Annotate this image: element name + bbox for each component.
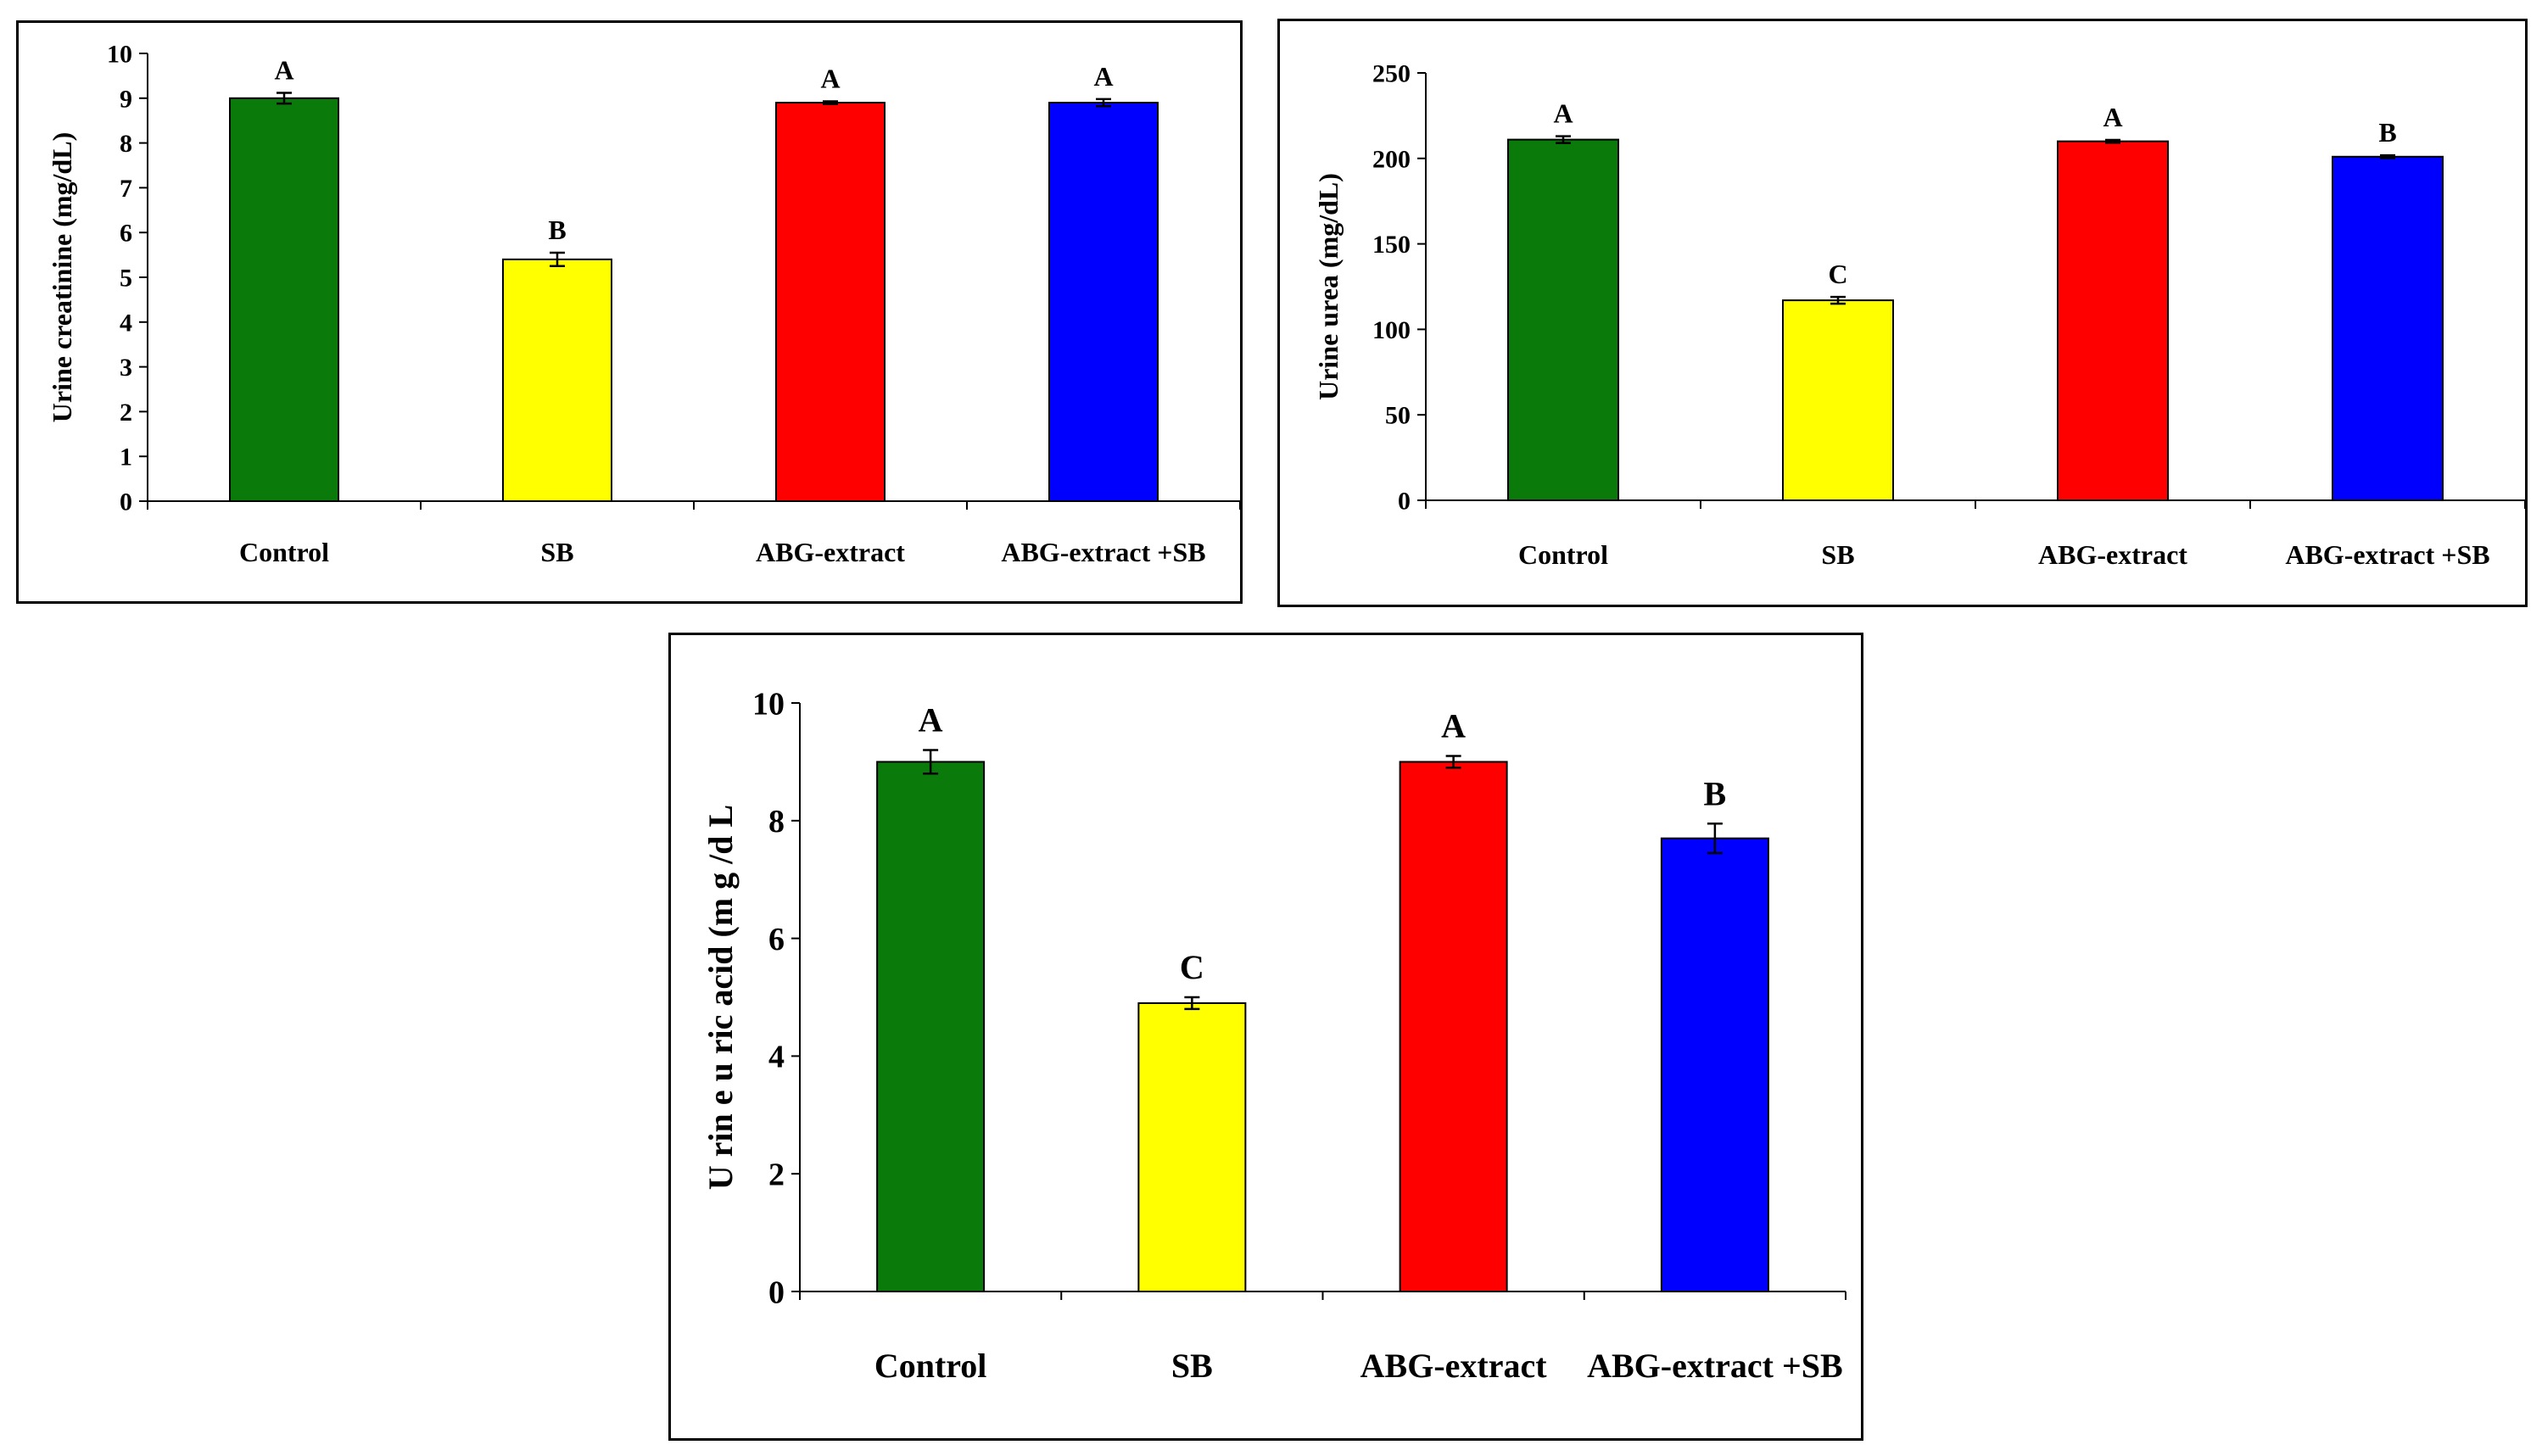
x-category-label: SB [1821, 539, 1854, 570]
x-category-label: ABG-extract [2038, 539, 2187, 570]
y-axis-label: Urine creatinine (mg/dL) [47, 132, 77, 422]
y-axis-label: U rin e u ric acid (m g /d L [701, 805, 740, 1190]
x-category-label: SB [540, 537, 573, 567]
y-tick-label: 100 [1372, 316, 1411, 344]
significance-letter: B [1704, 774, 1727, 812]
y-tick-label: 0 [768, 1275, 785, 1310]
urine-creatinine-chart: 0 1 2 3 4 5 6 7 8 9 10 Urine creatinine (mg/dL) A Con… [47, 41, 1240, 567]
y-tick-label: 50 [1385, 402, 1411, 430]
y-tick-label: 7 [120, 175, 132, 203]
x-category-label: SB [1171, 1347, 1213, 1385]
y-tick-label: 1 [120, 443, 132, 471]
significance-letter: B [548, 215, 566, 245]
bar-abg-extract-sb [1660, 837, 1769, 1292]
significance-letter: A [1553, 98, 1573, 129]
bar-abg-extract [775, 102, 886, 503]
bar-abg-extract-sb [1048, 102, 1159, 503]
significance-letter: A [274, 54, 293, 85]
y-tick-label: 2 [120, 399, 132, 427]
significance-letter: A [2103, 102, 2122, 132]
urine-creatinine-chart-panel: 0 1 2 3 4 5 6 7 8 9 10 Urine creatinine (mg/dL) A Con… [16, 20, 1243, 604]
x-category-label: Control [239, 537, 329, 567]
y-tick-label: 10 [752, 686, 785, 722]
x-category-label: Control [1518, 539, 1608, 570]
y-tick-label: 5 [120, 265, 132, 293]
significance-letter: A [919, 701, 943, 739]
significance-letter: B [2378, 117, 2396, 148]
bar-abg-extract [2057, 140, 2169, 501]
x-category-label: ABG-extract +SB [2285, 539, 2489, 570]
significance-letter: A [1441, 706, 1466, 745]
x-category-label: ABG-extract +SB [1587, 1347, 1843, 1385]
x-category-label: Control [874, 1347, 987, 1385]
urine-urea-chart: 0 50 100 150 200 250 Urine urea (mg/dL) A Contro… [1313, 60, 2525, 570]
y-tick-label: 0 [120, 488, 132, 516]
x-category-label: ABG-extract [1360, 1347, 1548, 1385]
significance-letter: A [1093, 61, 1113, 92]
y-tick-label: 9 [120, 85, 132, 113]
y-tick-label: 4 [768, 1040, 785, 1075]
y-tick-label: 6 [120, 220, 132, 248]
y-tick-label: 150 [1372, 231, 1411, 259]
x-category-label: ABG-extract +SB [1001, 537, 1205, 567]
y-tick-label: 10 [107, 41, 132, 69]
bar-abg-extract-sb [2332, 155, 2444, 501]
bar-control [1507, 138, 1619, 501]
y-tick-label: 200 [1372, 145, 1411, 173]
bar-control [229, 97, 339, 503]
y-tick-label: 8 [768, 804, 785, 840]
urine-urea-chart-panel: 0 50 100 150 200 250 Urine urea (mg/dL) A Contro… [1277, 19, 2528, 607]
y-tick-label: 3 [120, 354, 132, 382]
bar-control [876, 761, 986, 1292]
y-tick-label: 8 [120, 130, 132, 158]
y-tick-label: 2 [768, 1158, 785, 1193]
significance-letter: C [1180, 948, 1204, 986]
y-axis-label: Urine urea (mg/dL) [1313, 173, 1344, 400]
urine-uric-acid-chart: 0 2 4 6 8 10 U rin e u ric acid (m g /d L A Cont… [701, 686, 1846, 1385]
bar-sb [502, 258, 612, 502]
urine-uric-acid-chart-panel: 0 2 4 6 8 10 U rin e u ric acid (m g /d L A Cont… [668, 633, 1863, 1441]
bar-abg-extract [1399, 761, 1508, 1292]
significance-letter: C [1828, 259, 1847, 289]
y-tick-label: 250 [1372, 60, 1411, 88]
y-tick-label: 0 [1398, 488, 1411, 516]
y-tick-label: 4 [120, 309, 132, 337]
significance-letter: A [820, 63, 840, 93]
y-tick-label: 6 [768, 922, 785, 957]
bar-sb [1782, 299, 1894, 501]
x-category-label: ABG-extract [756, 537, 905, 567]
bar-sb [1137, 1001, 1247, 1292]
